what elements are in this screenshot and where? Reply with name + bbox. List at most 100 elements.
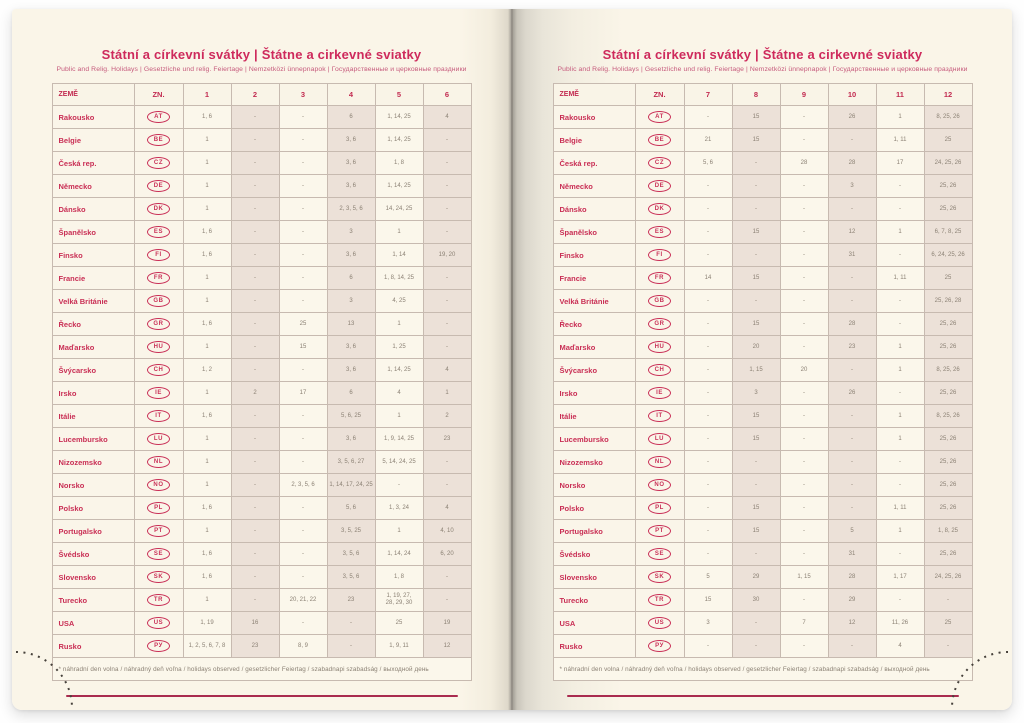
- code-cell: NO: [634, 473, 685, 497]
- holiday-cell: -: [683, 174, 733, 198]
- country-name: Španělsko: [552, 220, 636, 244]
- table-row: Norsko NO 1-2, 3, 5, 6 1, 14, 17, 24, 25- -: [51, 473, 472, 497]
- holiday-cell: -: [230, 105, 280, 129]
- holiday-cell: -: [875, 289, 925, 313]
- holiday-cell: 1, 2: [182, 358, 232, 382]
- col-header-month: 11: [875, 83, 925, 106]
- country-code-badge: GB: [648, 295, 671, 307]
- holiday-cell: 3: [683, 611, 733, 635]
- holiday-cell: 1: [875, 519, 925, 543]
- holiday-cell: 1, 14, 25: [374, 174, 424, 198]
- holiday-cell: -: [230, 427, 280, 451]
- corner-perforation-arc: [15, 651, 73, 708]
- table-row: Norsko NO - - - - -25, 26: [552, 473, 973, 497]
- holiday-cell: -: [278, 289, 328, 313]
- country-code-badge: PL: [147, 502, 170, 514]
- holiday-cell: -: [779, 174, 829, 198]
- holiday-cell: 3, 6: [326, 128, 376, 152]
- holiday-cell: -: [731, 243, 781, 267]
- holiday-cell: -: [875, 243, 925, 267]
- holiday-cell: -: [779, 634, 829, 658]
- holiday-cell: 15: [731, 128, 781, 152]
- country-name: Nizozemsko: [51, 450, 135, 474]
- page-subtitle: Public and Relig. Holidays | Gesetzliche…: [557, 66, 968, 73]
- code-cell: IT: [634, 404, 685, 428]
- code-cell: GR: [634, 312, 685, 336]
- col-header-month: 2: [230, 83, 280, 106]
- table-row: Polsko PL 1, 6- -5, 6 1, 3, 24 4: [51, 496, 472, 520]
- country-code-badge: CZ: [648, 157, 671, 169]
- country-code-badge: FR: [648, 272, 671, 284]
- country-name: Česká rep.: [552, 151, 636, 175]
- code-cell: AT: [133, 105, 184, 129]
- country-name: Finsko: [51, 243, 135, 267]
- country-code-badge: IT: [147, 410, 170, 422]
- holiday-cell: 4, 25: [374, 289, 424, 313]
- country-name: Španělsko: [51, 220, 135, 244]
- holiday-cell: 6: [326, 381, 376, 405]
- country-code-badge: DE: [648, 180, 671, 192]
- country-name: Dánsko: [552, 197, 636, 221]
- code-cell: PL: [634, 496, 685, 520]
- table-row: Polsko PL -15- -1, 11 25, 26: [552, 496, 973, 520]
- holiday-cell: 1, 6: [182, 542, 232, 566]
- country-code-badge: NO: [648, 479, 671, 491]
- holiday-cell: -: [779, 542, 829, 566]
- holiday-cell: 1: [182, 151, 232, 175]
- table-row: Německo DE - - -3-25, 26: [552, 174, 973, 198]
- country-name: USA: [552, 611, 636, 635]
- table-row: Španělsko ES -15-12 1 6, 7, 8, 25: [552, 220, 973, 244]
- code-cell: ES: [133, 220, 184, 244]
- country-name: Rakousko: [552, 105, 636, 129]
- holiday-cell: -: [683, 496, 733, 520]
- holiday-cell: 6: [326, 105, 376, 129]
- holiday-cell: -: [278, 105, 328, 129]
- holiday-cell: 3, 6: [326, 151, 376, 175]
- code-cell: FR: [133, 266, 184, 290]
- holiday-cell: 20: [779, 358, 829, 382]
- country-name: Maďarsko: [552, 335, 636, 359]
- footnote: * náhradní den volna / náhradný deň voľn…: [552, 657, 973, 681]
- country-name: Francie: [552, 266, 636, 290]
- country-code-badge: IE: [147, 387, 170, 399]
- holiday-cell: 25, 26: [923, 427, 973, 451]
- code-cell: SK: [133, 565, 184, 589]
- holiday-cell: 1: [374, 519, 424, 543]
- holiday-cell: 6, 24, 25, 26: [923, 243, 973, 267]
- country-name: Polsko: [552, 496, 636, 520]
- holiday-cell: 1, 14, 25: [374, 358, 424, 382]
- holiday-cell: -: [230, 174, 280, 198]
- diary-spread: Státní a církevní svátky | Štátne a cirk…: [12, 9, 1012, 710]
- holiday-cell: -: [278, 174, 328, 198]
- col-header-month: 10: [827, 83, 877, 106]
- holiday-cell: -: [779, 496, 829, 520]
- holiday-cell: 1: [182, 450, 232, 474]
- table-row: USA US 3-7 12 11, 26 25: [552, 611, 973, 635]
- holiday-cell: -: [683, 289, 733, 313]
- holiday-cell: 1: [374, 220, 424, 244]
- col-header-month: 5: [374, 83, 424, 106]
- holiday-cell: -: [779, 519, 829, 543]
- holiday-cell: 2: [422, 404, 472, 428]
- holiday-cell: 1: [875, 404, 925, 428]
- holiday-cell: -: [230, 450, 280, 474]
- country-code-badge: NL: [648, 456, 671, 468]
- holiday-cell: 3, 5, 6: [326, 542, 376, 566]
- holiday-cell: -: [683, 335, 733, 359]
- holiday-cell: 13: [326, 312, 376, 336]
- holiday-cell: 21: [683, 128, 733, 152]
- table-row: Česká rep. CZ 1- -3, 6 1, 8-: [51, 151, 472, 175]
- country-name: Francie: [51, 266, 135, 290]
- holiday-cell: -: [779, 450, 829, 474]
- holiday-cell: 6, 20: [422, 542, 472, 566]
- country-name: Portugalsko: [51, 519, 135, 543]
- holiday-cell: -: [422, 565, 472, 589]
- country-code-badge: NL: [147, 456, 170, 468]
- holiday-cell: -: [779, 266, 829, 290]
- holiday-cell: -: [923, 588, 973, 612]
- country-name: Slovensko: [552, 565, 636, 589]
- table-row: Irsko IE 1 2 17 6 4 1: [51, 381, 472, 405]
- holiday-cell: 31: [827, 542, 877, 566]
- code-cell: TR: [133, 588, 184, 612]
- holiday-cell: 23: [230, 634, 280, 658]
